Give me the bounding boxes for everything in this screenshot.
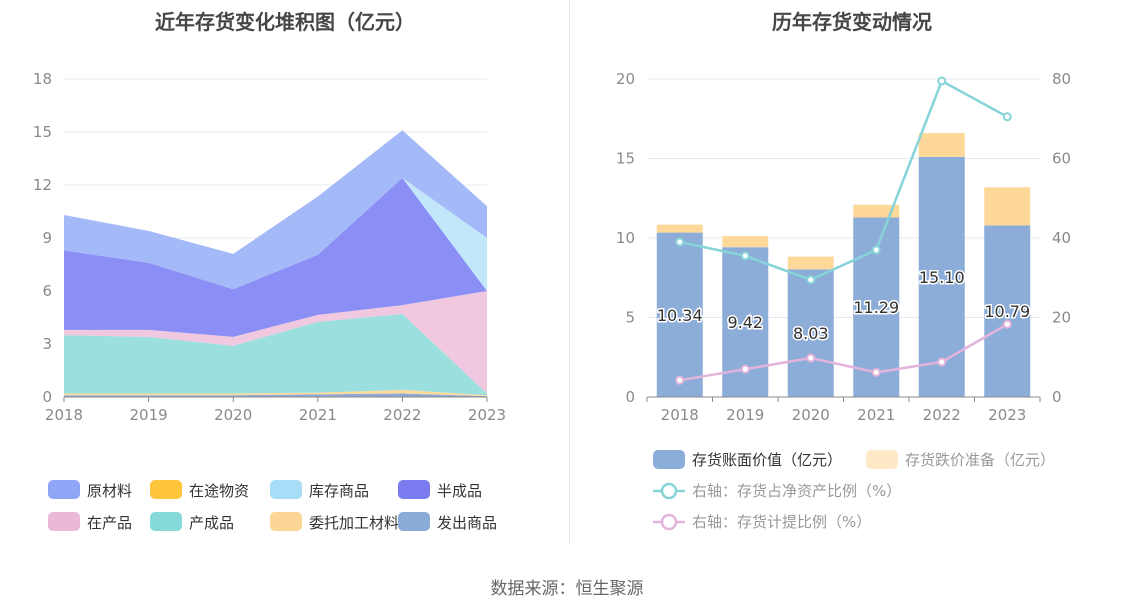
area-series <box>64 393 487 397</box>
legend-label: 半成品 <box>437 482 482 500</box>
y-tick-label: 10 <box>616 229 635 247</box>
bar-data-label: 11.29 <box>853 298 899 317</box>
legend-label: 库存商品 <box>309 482 369 500</box>
line-series <box>679 79 1008 282</box>
line-point <box>675 237 685 247</box>
x-tick-label: 2020 <box>792 406 830 424</box>
x-tick-label: 2019 <box>130 406 168 424</box>
y-tick-label: 20 <box>616 70 635 88</box>
y-tick-label: 5 <box>625 309 635 327</box>
y-tick-label: 12 <box>33 176 52 194</box>
area-series <box>64 389 487 397</box>
legend-marker <box>660 513 678 531</box>
bar-data-label: 9.42 <box>727 313 763 332</box>
bar-impairment <box>984 187 1031 226</box>
line-point <box>937 357 947 367</box>
bar-impairment <box>787 256 834 270</box>
y2-tick-label: 20 <box>1052 309 1071 327</box>
legend-swatch <box>398 480 430 499</box>
legend-label: 在产品 <box>87 514 132 532</box>
bar-book-value <box>984 225 1031 397</box>
x-tick-label: 2018 <box>661 406 699 424</box>
legend-swatch <box>48 480 80 499</box>
y-tick-label: 15 <box>616 150 635 168</box>
legend-swatch <box>270 480 302 499</box>
y-tick-label: 3 <box>42 335 52 353</box>
legend-label: 委托加工材料 <box>309 514 399 532</box>
bar-data-label: 10.79 <box>984 302 1030 321</box>
y2-tick-label: 0 <box>1052 388 1062 406</box>
legend-swatch <box>150 480 182 499</box>
x-tick-label: 2018 <box>45 406 83 424</box>
legend-label: 存货账面价值（亿元） <box>692 451 842 469</box>
y-tick-label: 0 <box>42 388 52 406</box>
left-chart-title: 近年存货变化堆积图（亿元） <box>155 10 415 34</box>
y-tick-label: 6 <box>42 282 52 300</box>
legend-label: 原材料 <box>87 482 132 500</box>
y2-tick-label: 60 <box>1052 150 1071 168</box>
line-point <box>806 353 816 363</box>
x-tick-label: 2022 <box>383 406 421 424</box>
x-tick-label: 2020 <box>214 406 252 424</box>
y-tick-label: 9 <box>42 229 52 247</box>
legend-swatch <box>398 512 430 531</box>
line-series <box>679 323 1008 382</box>
legend-label: 右轴：存货计提比例（%） <box>692 513 871 531</box>
x-tick-label: 2023 <box>988 406 1026 424</box>
chart-divider <box>569 0 570 545</box>
line-point <box>806 275 816 285</box>
line-point <box>740 251 750 261</box>
right-chart-title: 历年存货变动情况 <box>772 10 932 34</box>
y-tick-label: 18 <box>33 70 52 88</box>
bar-data-label: 10.34 <box>657 306 703 325</box>
legend-swatch <box>270 512 302 531</box>
area-series <box>64 130 487 290</box>
y2-tick-label: 40 <box>1052 229 1071 247</box>
y-tick-label: 0 <box>625 388 635 406</box>
line-point <box>937 76 947 86</box>
bar-data-label: 8.03 <box>793 324 829 343</box>
x-tick-label: 2019 <box>726 406 764 424</box>
legend-label: 发出商品 <box>437 514 497 532</box>
x-tick-label: 2021 <box>857 406 895 424</box>
line-point <box>871 367 881 377</box>
x-tick-label: 2021 <box>299 406 337 424</box>
data-source-note: 数据来源：恒生聚源 <box>490 579 644 599</box>
bar-impairment <box>656 224 703 233</box>
line-point <box>1002 112 1012 122</box>
bar-book-value <box>918 156 965 397</box>
bar-impairment <box>722 236 769 248</box>
bar-data-label: 15.10 <box>919 268 965 287</box>
legend-swatch <box>653 450 685 469</box>
area-series <box>64 313 487 396</box>
inventory-stacked-area-chart: 0 3 6 9 12 15 18 2018 2019 2020 2021 2022 2023 原材料 在途物… <box>33 70 506 532</box>
bar-book-value <box>656 232 703 397</box>
legend-swatch <box>150 512 182 531</box>
line-point <box>740 364 750 374</box>
line-point <box>871 245 881 255</box>
line-point <box>1002 319 1012 329</box>
legend-swatch <box>48 512 80 531</box>
y2-tick-label: 80 <box>1052 70 1071 88</box>
legend-label: 在途物资 <box>189 482 249 500</box>
x-tick-label: 2022 <box>923 406 961 424</box>
area-series <box>64 177 487 337</box>
inventory-change-bar-line-chart: 0 5 10 15 20 0 20 40 60 80 2018 2019 2020 2021 2022 202… <box>616 70 1071 531</box>
legend-label: 存货跌价准备（亿元） <box>905 451 1055 469</box>
bar-impairment <box>918 133 965 157</box>
legend-label: 产成品 <box>189 514 234 532</box>
legend-label: 右轴：存货占净资产比例（%） <box>692 482 901 500</box>
line-point <box>675 375 685 385</box>
y-tick-label: 15 <box>33 123 52 141</box>
area-series <box>64 291 487 394</box>
bar-impairment <box>853 204 900 218</box>
x-tick-label: 2023 <box>468 406 506 424</box>
legend-swatch <box>866 450 898 469</box>
legend-marker <box>660 482 678 500</box>
bar-book-value <box>787 269 834 397</box>
